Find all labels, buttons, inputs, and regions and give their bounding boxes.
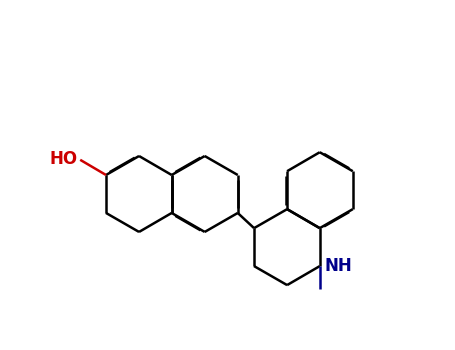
Text: HO: HO xyxy=(50,150,77,168)
Text: NH: NH xyxy=(324,257,352,275)
